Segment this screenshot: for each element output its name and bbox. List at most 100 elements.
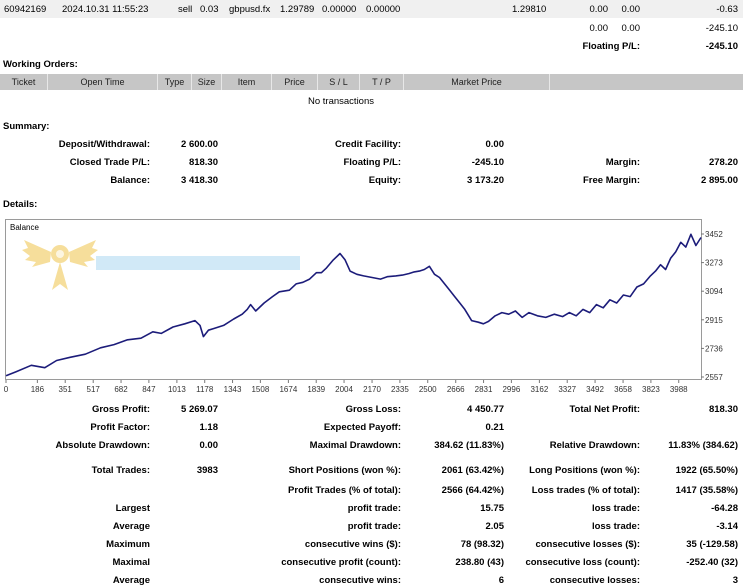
loss-trades-value: 1417 (35.58%) xyxy=(675,485,738,496)
position-tp: 0.00000 xyxy=(366,4,401,15)
gross-profit-value: 5 269.07 xyxy=(181,404,218,415)
x-tick-label: 517 xyxy=(87,385,101,394)
avg-consecutive-wins-label: consecutive wins: xyxy=(319,575,401,586)
x-tick-label: 0 xyxy=(4,385,9,394)
position-size: 0.03 xyxy=(200,4,219,15)
average-consecutive-label: Average xyxy=(112,575,150,586)
deposit-label: Deposit/Withdrawal: xyxy=(58,139,150,150)
balance-chart-svg: 3452 3273 3094 2915 2736 2557 0 186 351 517 682 847… xyxy=(4,230,724,394)
x-tick-label: 1674 xyxy=(279,385,297,394)
profit-factor-label: Profit Factor: xyxy=(90,422,150,433)
y-tick-label: 2915 xyxy=(705,316,723,325)
y-tick-label: 2736 xyxy=(705,344,723,353)
no-transactions-text: No transactions xyxy=(308,96,375,107)
deposit-value: 2 600.00 xyxy=(181,139,218,150)
y-tick-label: 3452 xyxy=(705,230,723,239)
x-tick-label: 186 xyxy=(31,385,45,394)
absolute-drawdown-value: 0.00 xyxy=(199,440,219,451)
long-positions-label: Long Positions (won %): xyxy=(529,465,640,476)
col-size[interactable]: Size xyxy=(192,74,222,90)
equity-value: 3 173.20 xyxy=(467,175,504,186)
x-tick-label: 2666 xyxy=(447,385,465,394)
x-tick-label: 1343 xyxy=(224,385,242,394)
maximal-label: Maximal xyxy=(112,557,151,568)
x-tick-label: 1178 xyxy=(196,385,214,394)
position-sl: 0.00000 xyxy=(322,4,357,15)
credit-label: Credit Facility: xyxy=(335,139,401,150)
x-tick-label: 3658 xyxy=(614,385,632,394)
x-tick-label: 2170 xyxy=(363,385,381,394)
total-net-profit-value: 818.30 xyxy=(708,404,738,415)
col-ticket[interactable]: Ticket xyxy=(0,74,48,90)
y-tick-label: 3094 xyxy=(705,287,723,296)
avg-consecutive-losses-value: 3 xyxy=(732,575,738,586)
average-label: Average xyxy=(112,521,150,532)
closed-pl-value: 818.30 xyxy=(188,157,218,168)
col-item[interactable]: Item xyxy=(222,74,272,90)
largest-loss-label: loss trade: xyxy=(591,503,640,514)
x-tick-label: 2335 xyxy=(391,385,409,394)
y-tick-label: 2557 xyxy=(705,373,723,382)
max-consecutive-wins-value: 78 (98.32) xyxy=(460,539,504,550)
y-tick-label: 3273 xyxy=(705,259,723,268)
free-margin-label: Free Margin: xyxy=(582,175,640,186)
profit-trades-value: 2566 (64.42%) xyxy=(441,485,504,496)
position-type: sell xyxy=(178,4,193,15)
balance-chart: Balance xyxy=(5,219,702,380)
balance-series-line xyxy=(5,233,702,377)
gross-profit-label: Gross Profit: xyxy=(91,404,150,415)
watermark-logo-icon xyxy=(22,240,98,290)
relative-drawdown-label: Relative Drawdown: xyxy=(549,440,640,451)
largest-label: Largest xyxy=(115,503,150,514)
largest-profit-value: 15.75 xyxy=(480,503,504,514)
blurred-watermark-text xyxy=(96,256,300,270)
x-tick-label: 3327 xyxy=(558,385,576,394)
col-open-time[interactable]: Open Time xyxy=(48,74,158,90)
total-trades-label: Total Trades: xyxy=(91,465,150,476)
x-tick-label: 351 xyxy=(59,385,73,394)
largest-profit-label: profit trade: xyxy=(347,503,401,514)
summary-floating-value: -245.10 xyxy=(471,157,504,168)
col-market-price[interactable]: Market Price xyxy=(404,74,550,90)
maximal-consecutive-profit-label: consecutive profit (count): xyxy=(281,557,401,568)
floating-pl-value: -245.10 xyxy=(705,41,738,52)
chart-title: Balance xyxy=(10,223,39,232)
expected-payoff-label: Expected Payoff: xyxy=(323,422,401,433)
total-net-profit-label: Total Net Profit: xyxy=(569,404,640,415)
absolute-drawdown-label: Absolute Drawdown: xyxy=(55,440,150,451)
position-profit: -0.63 xyxy=(716,4,738,15)
position-row[interactable]: 60942169 2024.10.31 11:55:23 sell 0.03 g… xyxy=(0,0,743,18)
maximal-drawdown-value: 384.62 (11.83%) xyxy=(434,440,504,451)
position-time: 2024.10.31 11:55:23 xyxy=(62,4,149,15)
closed-pl-label: Closed Trade P/L: xyxy=(69,157,150,168)
largest-loss-value: -64.28 xyxy=(711,503,738,514)
position-swap: 0.00 xyxy=(621,4,641,15)
max-consecutive-losses-label: consecutive losses ($): xyxy=(535,539,640,550)
x-tick-label: 2831 xyxy=(475,385,493,394)
average-loss-label: loss trade: xyxy=(591,521,640,532)
x-tick-label: 1013 xyxy=(168,385,186,394)
average-profit-value: 2.05 xyxy=(485,521,505,532)
short-positions-value: 2061 (63.42%) xyxy=(441,465,504,476)
gross-loss-label: Gross Loss: xyxy=(345,404,401,415)
loss-trades-label: Loss trades (% of total): xyxy=(531,485,640,496)
col-price[interactable]: Price xyxy=(272,74,318,90)
position-market-price: 1.29810 xyxy=(512,4,547,15)
x-tick-label: 1508 xyxy=(251,385,269,394)
col-type[interactable]: Type xyxy=(158,74,192,90)
col-sl[interactable]: S / L xyxy=(318,74,360,90)
average-profit-label: profit trade: xyxy=(347,521,401,532)
totals-swap: 0.00 xyxy=(621,23,641,34)
profit-trades-label: Profit Trades (% of total): xyxy=(288,485,401,496)
summary-title: Summary: xyxy=(3,121,50,132)
max-consecutive-losses-value: 35 (-129.58) xyxy=(686,539,738,550)
totals-profit: -245.10 xyxy=(705,23,738,34)
avg-consecutive-losses-label: consecutive losses: xyxy=(549,575,640,586)
working-orders-header: Ticket Open Time Type Size Item Price S … xyxy=(0,74,743,90)
margin-label: Margin: xyxy=(605,157,640,168)
avg-consecutive-wins-value: 6 xyxy=(498,575,504,586)
col-tp[interactable]: T / P xyxy=(360,74,404,90)
free-margin-value: 2 895.00 xyxy=(701,175,738,186)
x-tick-label: 3988 xyxy=(670,385,688,394)
summary-floating-label: Floating P/L: xyxy=(343,157,401,168)
